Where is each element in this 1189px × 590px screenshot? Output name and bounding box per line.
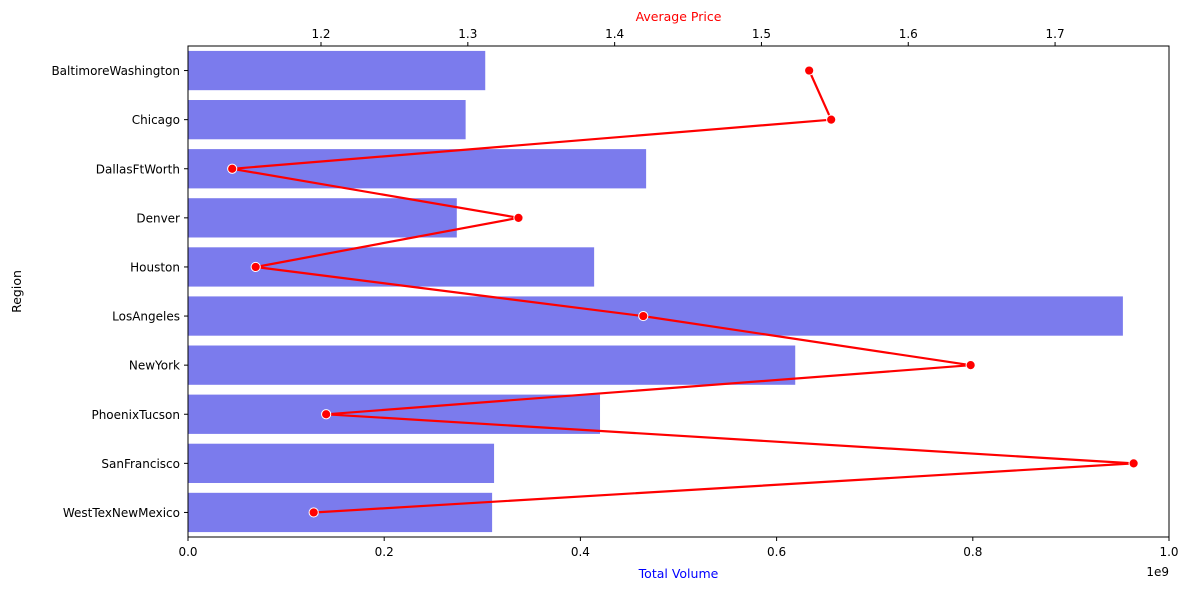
y-tick-label: DallasFtWorth <box>96 162 180 176</box>
bottom-tick-label: 1.0 <box>1159 545 1178 559</box>
y-tick-label: Houston <box>130 260 180 274</box>
price-point-WestTexNewMexico <box>308 507 319 518</box>
bar-Chicago <box>188 100 466 140</box>
bar-Denver <box>188 198 457 238</box>
bar-Houston <box>188 247 595 287</box>
average-price-line <box>231 70 1135 514</box>
bar-SanFrancisco <box>188 443 495 483</box>
bottom-tick-label: 0.8 <box>963 545 982 559</box>
bottom-tick-label: 0.6 <box>767 545 786 559</box>
price-point-NewYork <box>965 360 976 371</box>
y-tick-label: Chicago <box>132 113 180 127</box>
y-tick-label: Denver <box>136 211 180 225</box>
price-point-Chicago <box>826 114 837 125</box>
price-point-BaltimoreWashington <box>804 65 815 76</box>
bottom-axis-offset-text: 1e9 <box>1146 565 1169 579</box>
bar-LosAngeles <box>188 296 1123 336</box>
y-tick-label: LosAngeles <box>112 310 180 324</box>
line-group <box>227 65 1139 518</box>
top-axis-title: Average Price <box>636 9 722 24</box>
top-axis-ticks: 1.2 1.3 1.4 1.5 1.6 1.7 <box>311 27 1065 46</box>
price-point-LosAngeles <box>638 310 649 322</box>
y-tick-label: BaltimoreWashington <box>51 64 180 78</box>
bottom-axis-title: Total Volume <box>638 566 719 581</box>
y-tick-label: PhoenixTucson <box>91 408 180 422</box>
plot-frame <box>187 45 1170 538</box>
y-axis-ticks: BaltimoreWashington Chicago DallasFtWorth D… <box>51 64 188 520</box>
y-tick-label: WestTexNewMexico <box>63 506 180 520</box>
bottom-tick-label: 0.4 <box>571 545 590 559</box>
bottom-axis-ticks: 0.0 0.2 0.4 0.6 0.8 1.0 <box>178 537 1179 559</box>
top-tick-label: 1.4 <box>605 27 624 41</box>
bar-DallasFtWorth <box>188 149 647 189</box>
bar-NewYork <box>188 345 796 385</box>
price-point-SanFrancisco <box>1128 458 1139 469</box>
top-tick-label: 1.7 <box>1046 27 1065 41</box>
bar-BaltimoreWashington <box>188 50 486 91</box>
y-tick-label: SanFrancisco <box>101 457 180 471</box>
bottom-tick-label: 0.0 <box>178 545 197 559</box>
top-tick-label: 1.3 <box>458 27 477 41</box>
bottom-tick-label: 0.2 <box>375 545 394 559</box>
y-axis-title: Region <box>9 270 24 313</box>
price-point-PhoenixTucson <box>321 409 332 420</box>
bar-WestTexNewMexico <box>188 492 493 533</box>
price-point-DallasFtWorth <box>227 163 238 174</box>
y-tick-label: NewYork <box>129 359 180 373</box>
top-tick-label: 1.5 <box>752 27 771 41</box>
bar-group <box>188 50 1123 533</box>
price-point-Houston <box>250 261 261 273</box>
top-tick-label: 1.6 <box>899 27 918 41</box>
price-point-Denver <box>513 212 524 223</box>
top-tick-label: 1.2 <box>311 27 330 41</box>
